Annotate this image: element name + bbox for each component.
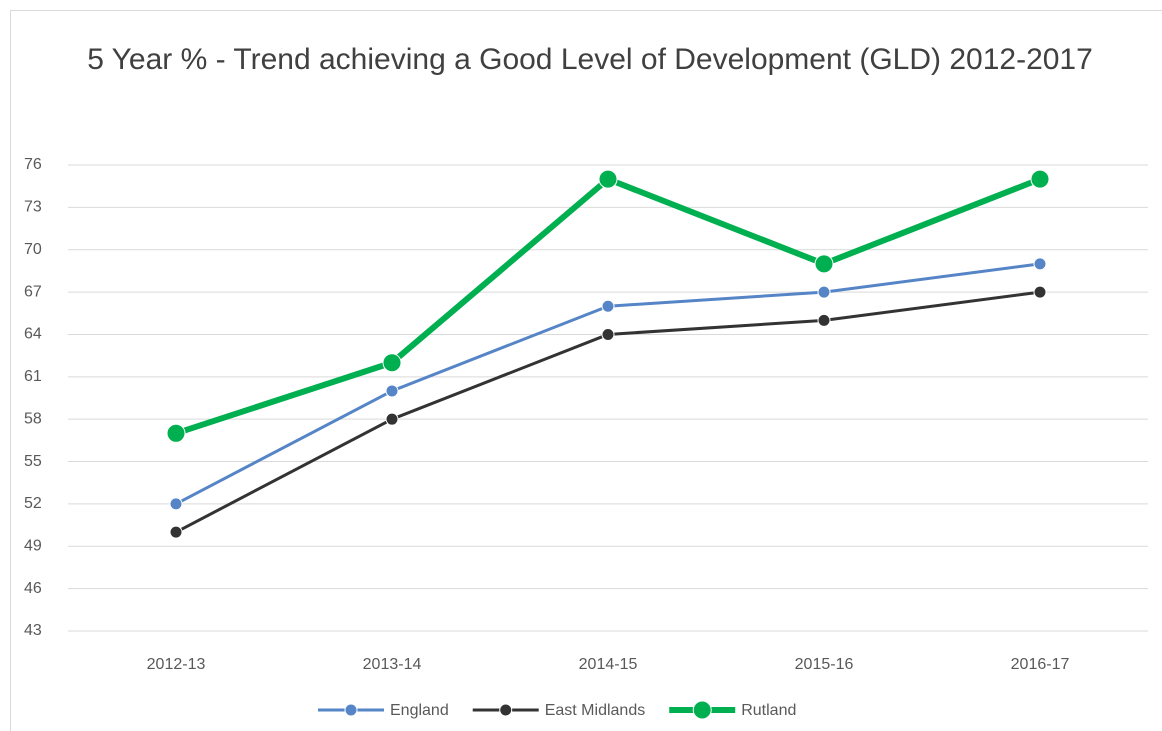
x-tick-label: 2016-17: [1011, 656, 1070, 673]
data-point: [169, 525, 183, 539]
data-point: [166, 423, 186, 443]
data-point: [598, 169, 618, 189]
data-point: [817, 313, 831, 327]
chart-title: 5 Year % - Trend achieving a Good Level …: [87, 43, 1093, 76]
y-tick-label: 46: [24, 580, 42, 597]
legend-label: East Midlands: [545, 702, 646, 719]
legend-marker: [499, 703, 513, 717]
data-point: [814, 254, 834, 274]
data-point: [601, 299, 615, 313]
y-tick-label: 58: [24, 410, 42, 427]
y-tick-label: 70: [24, 241, 42, 258]
y-tick-label: 49: [24, 537, 42, 554]
x-tick-label: 2013-14: [363, 656, 422, 673]
chart-border: [10, 10, 1162, 731]
y-tick-label: 52: [24, 495, 42, 512]
y-tick-label: 55: [24, 453, 42, 470]
y-tick-label: 64: [24, 326, 42, 343]
data-point: [1033, 285, 1047, 299]
legend-marker: [344, 703, 358, 717]
x-tick-label: 2015-16: [795, 656, 854, 673]
y-tick-label: 73: [24, 199, 42, 216]
x-tick-label: 2012-13: [147, 656, 206, 673]
data-point: [385, 412, 399, 426]
data-point: [169, 497, 183, 511]
data-point: [1033, 257, 1047, 271]
data-point: [817, 285, 831, 299]
y-tick-label: 67: [24, 283, 42, 300]
data-point: [382, 353, 402, 373]
y-tick-label: 43: [24, 622, 42, 639]
legend-label: England: [390, 702, 449, 719]
data-point: [385, 384, 399, 398]
data-point: [601, 327, 615, 341]
y-tick-label: 61: [24, 368, 42, 385]
legend-label: Rutland: [741, 702, 796, 719]
x-tick-label: 2014-15: [579, 656, 638, 673]
legend-marker: [692, 700, 712, 720]
data-point: [1030, 169, 1050, 189]
y-tick-label: 76: [24, 156, 42, 173]
